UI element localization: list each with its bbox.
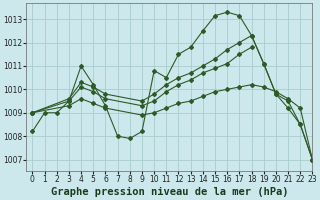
- X-axis label: Graphe pression niveau de la mer (hPa): Graphe pression niveau de la mer (hPa): [51, 187, 288, 197]
